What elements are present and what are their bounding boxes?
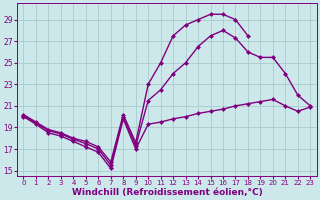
X-axis label: Windchill (Refroidissement éolien,°C): Windchill (Refroidissement éolien,°C) <box>72 188 262 197</box>
